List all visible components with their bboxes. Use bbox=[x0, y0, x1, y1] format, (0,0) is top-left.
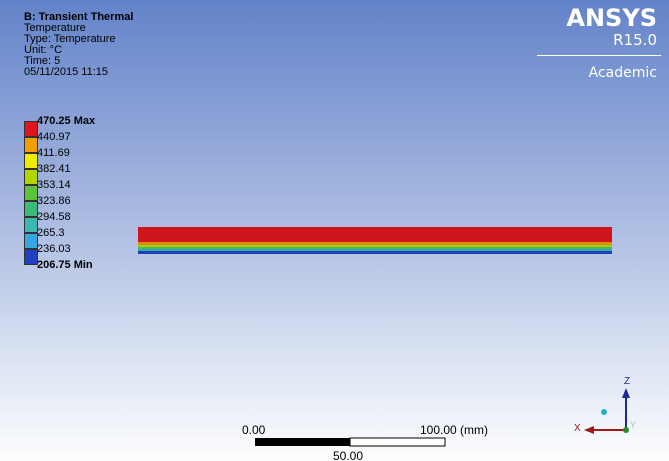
viewport: B: Transient Thermal ANSYS R15.0 Academi… bbox=[0, 0, 669, 461]
legend-label: 265.3 bbox=[37, 228, 65, 239]
legend-swatch bbox=[24, 217, 38, 233]
legend-label: 294.58 bbox=[37, 212, 71, 223]
legend-label: 470.25 Max bbox=[37, 116, 95, 127]
legend-swatch bbox=[24, 201, 38, 217]
scale-start: 0.00 bbox=[242, 425, 265, 436]
legend-label: 382.41 bbox=[37, 164, 71, 175]
legend-swatch bbox=[24, 169, 38, 185]
legend-label: 236.03 bbox=[37, 244, 71, 255]
scale-middle: 50.00 bbox=[333, 451, 363, 461]
triad-z: Z bbox=[624, 376, 630, 387]
legend-swatch bbox=[24, 233, 38, 249]
triad-y: Y bbox=[630, 420, 636, 431]
legend-swatch bbox=[24, 249, 38, 265]
legend-swatch bbox=[24, 153, 38, 169]
legend-label: 440.97 bbox=[37, 132, 71, 143]
scale-end: 100.00 (mm) bbox=[420, 425, 488, 436]
legend-label: 206.75 Min bbox=[37, 260, 93, 271]
triad-x: X bbox=[574, 423, 581, 434]
legend-swatch bbox=[24, 185, 38, 201]
scale-bar bbox=[255, 438, 445, 446]
legend-label: 353.14 bbox=[37, 180, 71, 191]
legend-swatch bbox=[24, 121, 38, 137]
legend-label: 323.86 bbox=[37, 196, 71, 207]
triad bbox=[584, 388, 630, 434]
legend-swatch bbox=[24, 137, 38, 153]
legend-label: 411.69 bbox=[37, 148, 70, 159]
header-line: 05/11/2015 11:15 bbox=[24, 67, 108, 78]
beam bbox=[138, 227, 612, 254]
